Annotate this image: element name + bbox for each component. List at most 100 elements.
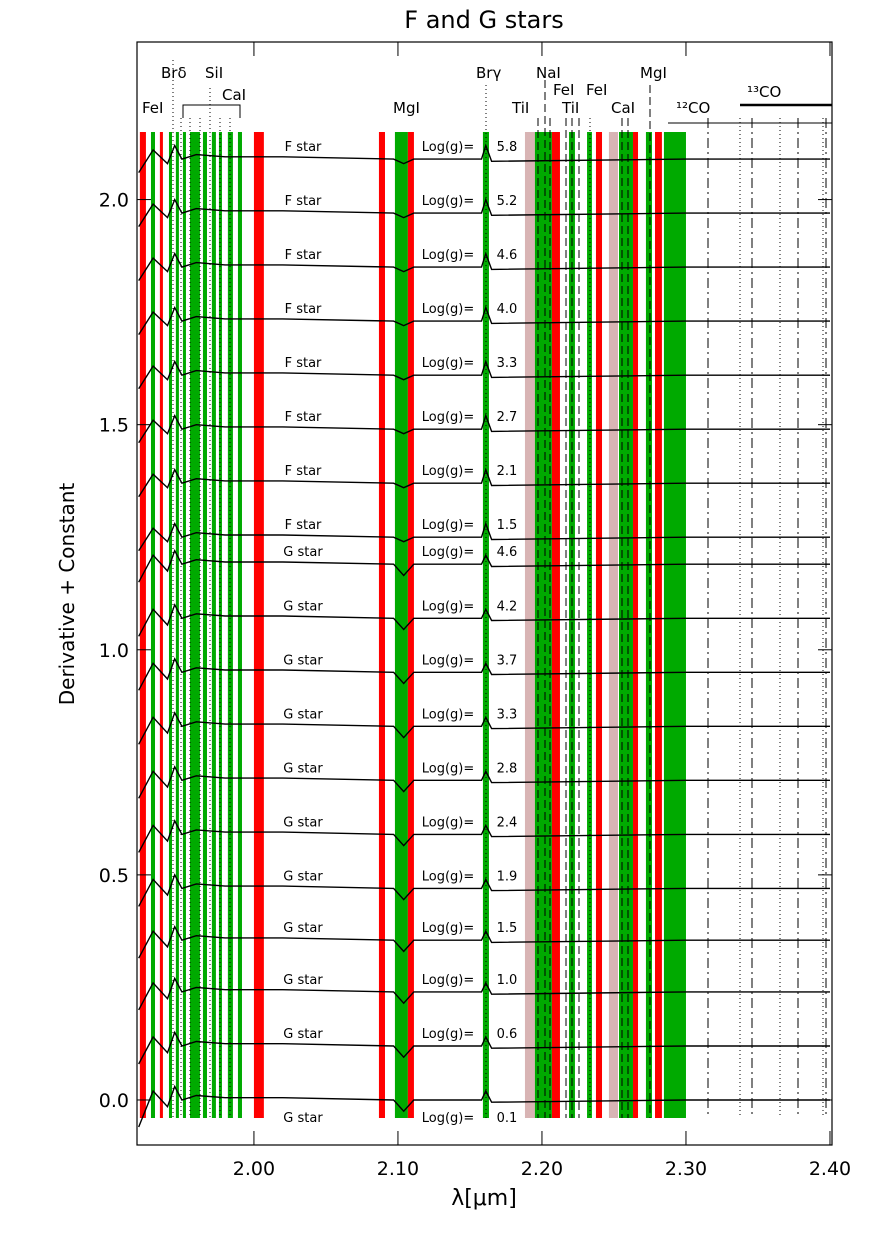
band [211,132,216,1118]
band [663,132,686,1118]
y-tick-label: 0.5 [99,865,129,887]
spectrum-line [138,548,830,583]
line-layer [138,143,830,1128]
logg-value: 2.1 [497,464,518,479]
logg-value: 1.9 [497,869,518,884]
logg-label: Log(g)= [422,356,475,371]
logg-label: Log(g)= [422,545,475,560]
logg-value: 4.6 [497,248,518,263]
series-name: F star [285,140,322,155]
band [534,132,552,1118]
spectrum-line [138,1030,830,1065]
series-name: F star [285,356,322,371]
y-tick-label: 2.0 [99,190,129,212]
logg-label: Log(g)= [422,707,475,722]
band [150,132,156,1118]
logg-value: 2.7 [497,410,518,425]
band [587,132,592,1118]
marker-layer [172,60,827,1118]
spectrum-line [138,711,830,745]
logg-label: Log(g)= [422,815,475,830]
spectrum-line [138,467,830,498]
band [253,132,264,1118]
series-name: G star [283,653,323,668]
logg-label: Log(g)= [422,653,475,668]
logg-label: Log(g)= [422,518,475,533]
logg-label: Log(g)= [422,1027,475,1042]
band [407,132,414,1118]
series-name: F star [285,518,322,533]
logg-label: Log(g)= [422,1111,475,1126]
spectrum-line [138,976,830,1011]
logg-value: 4.2 [497,599,518,614]
line-id-label: CaI [222,86,246,104]
spectrum-line [138,873,830,907]
spectrum-line [138,251,830,281]
series-name: F star [285,194,322,209]
logg-value: 3.7 [497,653,518,668]
line-id-label: Brγ [476,64,501,82]
logg-value: 1.5 [497,518,518,533]
spectrum-line [138,197,830,227]
band [394,132,408,1118]
x-tick-label: 2.10 [377,1158,419,1180]
logg-label: Log(g)= [422,761,475,776]
bracket [182,104,241,118]
logg-value: 2.4 [497,815,518,830]
logg-value: 3.3 [497,356,518,371]
band [182,132,186,1118]
spectrum-line [138,359,830,390]
chart-title: F and G stars [404,6,563,34]
band [237,132,242,1118]
band [619,132,633,1118]
y-axis-label: Derivative + Constant [55,483,79,706]
logg-value: 3.3 [497,707,518,722]
plot-frame [136,41,833,1146]
logg-label: Log(g)= [422,464,475,479]
band [645,132,652,1118]
band [202,132,207,1118]
series-name: G star [283,869,323,884]
series-name: G star [283,761,323,776]
series-name: F star [285,248,322,263]
spectrum-line [138,413,830,444]
line-id-label: CaI [611,99,635,117]
logg-label: Log(g)= [422,599,475,614]
band-layer [139,132,686,1118]
series-name: G star [283,1111,323,1126]
series-name: F star [285,302,322,317]
line-id-label: FeI [142,99,163,117]
logg-value: 0.1 [497,1111,518,1126]
line-id-label: NaI [536,64,561,82]
spectrum-line [138,1084,830,1128]
series-name: G star [283,1027,323,1042]
band [655,132,662,1118]
line-id-label: MgI [640,64,667,82]
line-id-label: TiI [511,99,529,117]
logg-label: Log(g)= [422,921,475,936]
band [632,132,639,1118]
logg-value: 2.8 [497,761,518,776]
spectrum-line [138,521,830,552]
y-tick-label: 0.0 [99,1090,129,1112]
y-tick-label: 1.0 [99,640,129,662]
y-tick-label: 1.5 [99,415,129,437]
logg-value: 0.6 [497,1027,518,1042]
line-id-label: FeI [586,81,607,99]
series-name: F star [285,464,322,479]
series-name: G star [283,707,323,722]
spectrum-line [138,143,830,173]
logg-value: 1.0 [497,973,518,988]
series-name: G star [283,815,323,830]
series-name: G star [283,973,323,988]
line-id-label: SiI [205,64,223,82]
band [608,132,618,1118]
band [524,132,535,1118]
x-axis-label: λ[μm] [451,1186,517,1211]
spectrum-line [138,305,830,335]
band [175,132,179,1118]
band [139,132,146,1118]
line-id-label: FeI [553,81,574,99]
series-name: F star [285,410,322,425]
